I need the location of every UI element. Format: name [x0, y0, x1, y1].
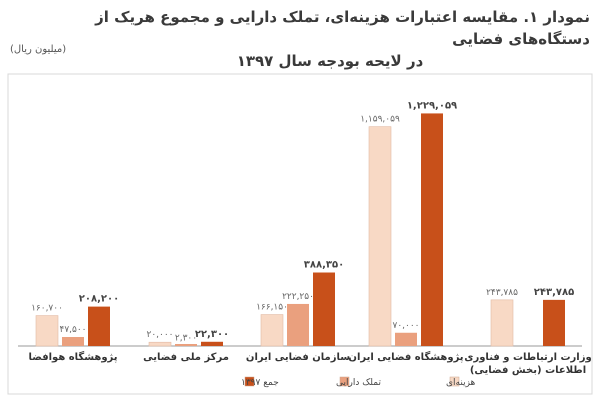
bar-1-1 — [175, 344, 197, 346]
unit-label: (میلیون ریال) — [10, 44, 67, 55]
chart-frame — [7, 73, 593, 395]
data-label-1-2: ۲۲,۳۰۰ — [195, 329, 229, 340]
bar-2-0 — [260, 314, 284, 347]
category-label-1-0: مرکز ملی فضایی — [143, 352, 229, 363]
bar-0-1 — [62, 337, 84, 346]
bar-0-2 — [88, 306, 110, 346]
data-label-3-2: ۱,۲۲۹,۰۵۹ — [407, 100, 457, 111]
category-label-0-0: پژوهشگاه هوافضا — [28, 350, 117, 363]
category-label-4-1: اطلاعات (بخش فضایی) — [470, 365, 586, 376]
bar-1-0 — [148, 341, 172, 347]
bar-3-2 — [421, 113, 443, 346]
data-label-3-1: ۷۰,۰۰۰ — [392, 321, 419, 331]
bar-2-2 — [313, 272, 335, 346]
bar-4-0 — [490, 299, 514, 347]
data-label-1-0: ۲۰,۰۰۰ — [146, 330, 173, 340]
data-label-0-1: ۴۷,۵۰۰ — [59, 325, 86, 335]
category-label-4-0: وزارت ارتباطات و فناوری — [464, 352, 591, 363]
data-label-0-0: ۱۶۰,۷۰۰ — [31, 304, 63, 314]
chart-title: نمودار ۱. مقایسه اعتبارات هزینه‌ای، تملک… — [10, 6, 590, 72]
legend-label-0: هزینه‌ای — [446, 378, 476, 388]
bar-3-0 — [368, 126, 392, 347]
bar-2-1 — [287, 303, 309, 346]
legend-label-2: جمع ۱۳۹۷ — [241, 378, 279, 388]
chart-title-line1: نمودار ۱. مقایسه اعتبارات هزینه‌ای، تملک… — [95, 8, 590, 48]
category-label-2-0: سازمان فضایی ایران — [246, 352, 350, 363]
bar-1-2 — [201, 341, 223, 346]
legend-swatch-2 — [244, 376, 255, 387]
data-label-2-2: ۳۸۸,۳۵۰ — [304, 260, 344, 271]
data-label-2-1: ۲۲۲,۲۵۰ — [282, 292, 314, 302]
data-label-4-0: ۲۴۳,۷۸۵ — [486, 288, 518, 298]
legend-label-1: تملک دارایی — [336, 378, 381, 388]
legend-swatch-0 — [449, 376, 460, 387]
data-label-4-2: ۲۴۳,۷۸۵ — [534, 287, 574, 298]
data-label-2-0: ۱۶۶,۱۵۰ — [256, 303, 288, 313]
legend-swatch-1 — [339, 376, 350, 387]
chart-title-line2: در لایحه بودجه سال ۱۳۹۷ — [236, 52, 424, 70]
bar-0-0 — [35, 315, 59, 347]
bar-4-2 — [543, 299, 565, 346]
data-label-0-2: ۲۰۸,۲۰۰ — [79, 294, 119, 305]
data-label-1-1: ۲,۳۰۰ — [175, 334, 197, 344]
bar-3-1 — [395, 332, 417, 346]
category-label-3-0: پژوهشگاه فضایی ایران — [348, 350, 463, 363]
data-label-3-0: ۱,۱۵۹,۰۵۹ — [360, 115, 400, 125]
